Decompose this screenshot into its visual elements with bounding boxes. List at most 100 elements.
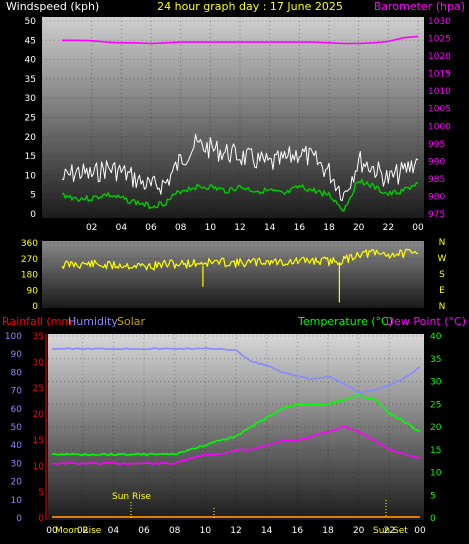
- humidity-label: Humidity: [68, 315, 118, 328]
- wind-direction-series-line: [61, 248, 419, 271]
- rain-y-tick: 20: [33, 410, 45, 420]
- windspeed-label: Windspeed (kph): [6, 0, 99, 13]
- wind-panel-grid: [42, 17, 424, 218]
- wind-x-tick: 22: [383, 223, 394, 233]
- wind-x-tick: 12: [234, 223, 245, 233]
- wind-x-tick: 10: [205, 223, 217, 233]
- wind-x-tick: 14: [264, 223, 276, 233]
- wind-y-tick: 5: [30, 191, 36, 201]
- gust-series-line: [61, 133, 419, 202]
- temp-x-tick: 00: [46, 526, 58, 536]
- wind-y-tick: 30: [25, 94, 37, 104]
- wind-y-tick: 35: [25, 75, 36, 85]
- barometer-tick: 1000: [428, 122, 451, 132]
- temp-x-tick: 16: [292, 526, 304, 536]
- humidity-y-tick: 90: [11, 350, 23, 360]
- wind-y-tick: 0: [30, 210, 36, 220]
- humidity-y-tick: 70: [11, 387, 23, 397]
- humidity-y-tick: 60: [11, 405, 23, 415]
- wind-panel-background: [42, 17, 424, 218]
- dewpoint-series-line: [51, 425, 421, 466]
- humidity-y-tick: 50: [11, 423, 23, 433]
- compass-label: N: [439, 238, 446, 248]
- humidity-y-tick: 100: [5, 332, 22, 342]
- temp-x-tick: 22: [384, 526, 395, 536]
- temp-x-tick: 12: [230, 526, 241, 536]
- temp-x-tick: 10: [200, 526, 212, 536]
- temp-y-tick: 20: [430, 423, 442, 433]
- temp-y-tick: 15: [430, 446, 441, 456]
- wind-x-tick: 06: [145, 223, 157, 233]
- barometer-tick: 1030: [428, 17, 451, 27]
- compass-label: W: [438, 254, 447, 264]
- rain-y-tick: 0: [38, 514, 44, 524]
- barometer-label: Barometer (hpa): [374, 0, 465, 13]
- direction-axis-ticks: 0 90 180 270 360: [21, 239, 38, 312]
- dewpoint-label: Dew Point (°C): [386, 315, 466, 328]
- barometer-tick: 1015: [428, 70, 451, 80]
- moon-rise-label: Moon Rise: [55, 526, 102, 536]
- barometer-tick: 1010: [428, 87, 451, 97]
- temp-panel-background: [48, 334, 424, 520]
- wind-y-tick: 40: [25, 56, 37, 66]
- sun-rise-label: Sun Rise: [112, 492, 151, 502]
- direction-y-tick: 270: [21, 255, 38, 265]
- temp-y-tick: 10: [430, 469, 442, 479]
- direction-y-tick: 90: [27, 286, 39, 296]
- sun-set-label: Sun Set: [373, 526, 408, 536]
- humidity-y-tick: 0: [16, 514, 22, 524]
- temp-x-tick: 18: [322, 526, 334, 536]
- humidity-y-tick: 20: [11, 478, 23, 488]
- barometer-tick: 1005: [428, 105, 451, 115]
- barometer-axis-ticks: 975 980 985 990 995 1000 1005 1010 1015 1020 1025 1…: [428, 17, 451, 220]
- temp-x-ticks: 00 02 04 06 08 10 12 14 16 18 20 22 00: [46, 526, 426, 536]
- wind-y-tick: 50: [25, 17, 37, 27]
- temp-x-tick: 20: [353, 526, 365, 536]
- temp-y-tick: 0: [430, 514, 436, 524]
- rain-y-tick: 35: [33, 332, 44, 342]
- rainfall-label: Rainfall (mm): [2, 315, 76, 328]
- humidity-y-tick: 40: [11, 441, 23, 451]
- temp-y-tick: 25: [430, 400, 441, 410]
- compass-label: N: [439, 302, 446, 312]
- temp-x-tick: 04: [108, 526, 120, 536]
- rain-y-tick: 10: [33, 462, 45, 472]
- wind-y-tick: 15: [25, 152, 36, 162]
- temp-panel-grid: [45, 334, 424, 520]
- humidity-series-line: [51, 347, 421, 394]
- temp-axis-ticks: 0 5 10 15 20 25 30 35 40: [430, 332, 442, 524]
- solar-label: Solar: [117, 315, 146, 328]
- barometer-tick: 1025: [428, 35, 451, 45]
- direction-y-tick: 0: [32, 302, 38, 312]
- temp-y-tick: 30: [430, 378, 442, 388]
- wind-y-tick: 10: [25, 171, 37, 181]
- temp-x-tick: 00: [414, 526, 426, 536]
- chart-title: 24 hour graph day : 17 June 2025: [157, 0, 343, 13]
- barometer-tick: 1020: [428, 52, 451, 62]
- wind-x-tick: 16: [294, 223, 306, 233]
- barometer-tick: 980: [428, 192, 445, 202]
- compass-label: E: [439, 286, 445, 296]
- humidity-axis-ticks: 0 10 20 30 40 50 60 70 80 90 100: [5, 332, 22, 524]
- wind-axis-ticks: 0 5 10 15 20 25 30 35 40 45 50: [25, 17, 37, 220]
- wind-x-tick: 02: [86, 223, 97, 233]
- temp-y-tick: 40: [430, 332, 442, 342]
- temp-y-tick: 5: [430, 491, 436, 501]
- wind-x-ticks: 02 04 06 08 10 12 14 16 18 20 22 00: [86, 223, 424, 233]
- barometer-tick: 990: [428, 157, 445, 167]
- wind-y-tick: 25: [25, 114, 36, 124]
- temp-x-tick: 14: [261, 526, 273, 536]
- rain-y-tick: 5: [38, 488, 44, 498]
- wind-x-tick: 00: [412, 223, 424, 233]
- rain-y-tick: 30: [33, 358, 45, 368]
- direction-y-tick: 360: [21, 239, 38, 249]
- wind-x-tick: 08: [175, 223, 187, 233]
- wind-x-tick: 20: [353, 223, 365, 233]
- barometer-tick: 975: [428, 210, 445, 220]
- temp-x-tick: 06: [138, 526, 150, 536]
- temp-x-tick: 02: [77, 526, 88, 536]
- barometer-series-line: [62, 35, 419, 45]
- compass-label: S: [439, 270, 445, 280]
